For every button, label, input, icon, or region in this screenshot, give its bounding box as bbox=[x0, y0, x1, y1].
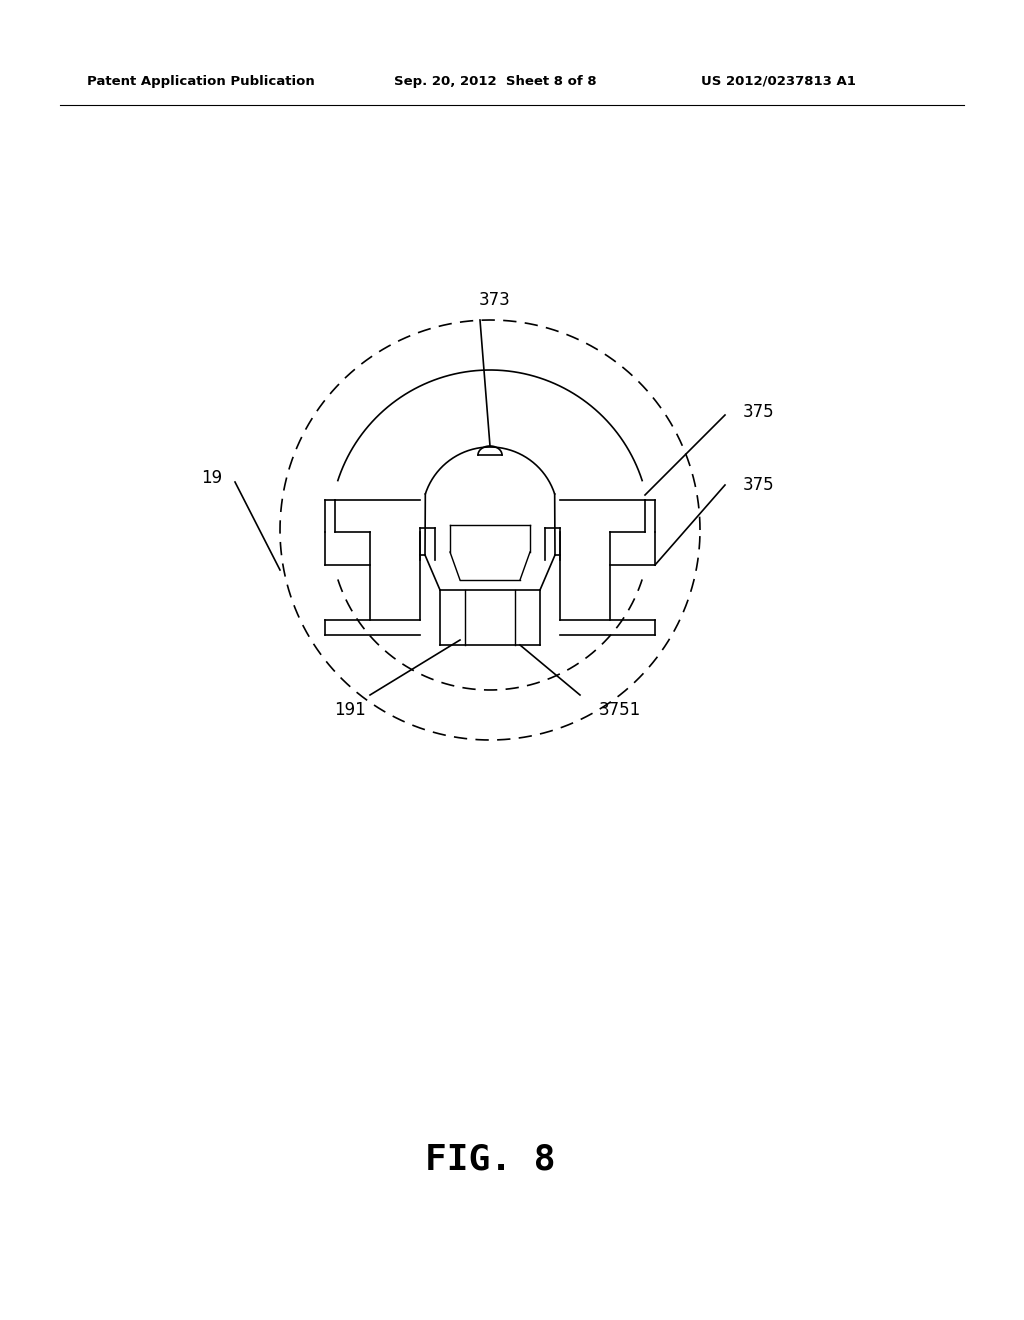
Text: US 2012/0237813 A1: US 2012/0237813 A1 bbox=[701, 75, 856, 88]
Text: 191: 191 bbox=[334, 701, 366, 719]
Text: 373: 373 bbox=[479, 290, 511, 309]
Text: 375: 375 bbox=[742, 403, 774, 421]
Text: FIG. 8: FIG. 8 bbox=[425, 1143, 555, 1177]
Text: Sep. 20, 2012  Sheet 8 of 8: Sep. 20, 2012 Sheet 8 of 8 bbox=[394, 75, 597, 88]
Text: Patent Application Publication: Patent Application Publication bbox=[87, 75, 314, 88]
Text: 3751: 3751 bbox=[599, 701, 641, 719]
Text: 375: 375 bbox=[742, 477, 774, 494]
Text: 19: 19 bbox=[202, 469, 222, 487]
